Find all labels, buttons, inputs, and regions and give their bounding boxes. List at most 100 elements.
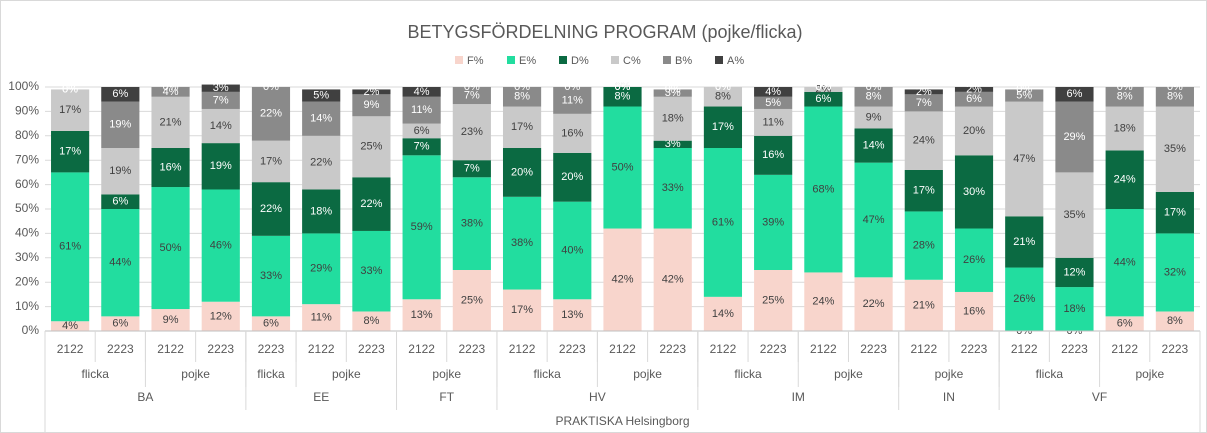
y-tick-label: 70%: [15, 152, 39, 166]
legend-label: D%: [571, 55, 589, 67]
bar-segment: [151, 148, 190, 188]
value-label: 11%: [311, 311, 332, 323]
value-label: 47%: [1013, 153, 1035, 165]
bar-segment: [101, 316, 140, 331]
program-label: EE: [313, 390, 329, 404]
bar-segment: [101, 101, 140, 148]
x-tick-label: 2223: [258, 342, 285, 356]
value-label: 42%: [662, 274, 684, 286]
bar-segment: [1055, 287, 1094, 331]
value-label: 12%: [1063, 266, 1085, 278]
bar-segment: [452, 160, 491, 178]
value-label: 17%: [1164, 207, 1186, 219]
x-tick-label: 2223: [961, 342, 988, 356]
bar-segment: [201, 108, 240, 144]
value-label: 19%: [210, 160, 232, 172]
value-label: 3%: [213, 82, 229, 94]
value-label: 30%: [963, 186, 985, 198]
bar-segment: [1105, 316, 1144, 331]
bar-segment: [51, 172, 90, 322]
value-label: 50%: [160, 242, 182, 254]
value-label: 24%: [1114, 174, 1136, 186]
value-label: 16%: [160, 161, 182, 173]
bar-segment: [201, 91, 240, 109]
value-label: 24%: [913, 135, 935, 147]
value-label: 61%: [59, 241, 81, 253]
bar-segment: [402, 138, 441, 156]
value-label: 6%: [1117, 318, 1133, 330]
bar-segment: [553, 201, 592, 300]
value-label: 17%: [511, 121, 533, 133]
x-tick-label: 2223: [1061, 342, 1088, 356]
value-label: 11%: [562, 94, 583, 106]
bar-segment: [854, 128, 893, 163]
bar-segment: [854, 162, 893, 278]
gender-label: pojke: [935, 367, 964, 381]
value-label: 6%: [263, 318, 279, 330]
gender-label: flicka: [82, 367, 110, 381]
x-tick-label: 2223: [559, 342, 586, 356]
bar-segment: [452, 270, 491, 331]
gender-label: flicka: [257, 367, 285, 381]
bar-segment: [352, 177, 391, 231]
bar-segment: [1155, 106, 1194, 192]
value-label: 40%: [561, 244, 583, 256]
bar-segment: [51, 321, 90, 331]
value-label: 4%: [765, 86, 781, 98]
bar-segment: [302, 304, 341, 331]
bar-segment: [402, 299, 441, 331]
value-label: 21%: [1013, 236, 1035, 248]
bar-segment: [653, 89, 692, 97]
value-label: 6%: [112, 88, 128, 100]
value-label: 17%: [712, 121, 734, 133]
value-label: 6%: [414, 125, 430, 137]
value-label: 7%: [213, 94, 229, 106]
value-label: 16%: [963, 305, 985, 317]
value-label: 6%: [1067, 88, 1083, 100]
value-label: 0%: [615, 81, 631, 93]
bar-segment: [1005, 216, 1044, 268]
x-tick-label: 2223: [358, 342, 385, 356]
value-label: 18%: [310, 205, 332, 217]
gender-label: pojke: [432, 367, 461, 381]
legend-label: B%: [675, 55, 692, 67]
legend-marker: [663, 56, 671, 64]
bar-segment: [1105, 209, 1144, 317]
value-label: 19%: [109, 119, 131, 131]
bar-segment: [754, 87, 793, 97]
value-label: 0%: [514, 81, 530, 93]
x-tick-label: 2223: [107, 342, 134, 356]
value-label: 32%: [1164, 266, 1186, 278]
value-label: 0%: [1167, 81, 1183, 93]
value-label: 33%: [360, 265, 382, 277]
x-tick-label: 2122: [308, 342, 335, 356]
value-label: 20%: [511, 166, 533, 178]
value-label: 50%: [611, 161, 633, 173]
bar-segment: [754, 270, 793, 331]
value-label: 8%: [1167, 315, 1183, 327]
value-label: 14%: [210, 120, 232, 132]
bar-segment: [703, 296, 743, 331]
value-label: 7%: [464, 89, 480, 101]
bar-segment: [804, 91, 843, 107]
gender-label: pojke: [633, 367, 662, 381]
bar-segment: [452, 177, 491, 270]
gender-label: flicka: [734, 367, 762, 381]
value-label: 17%: [511, 304, 533, 316]
bar-segment: [954, 155, 994, 229]
x-tick-label: 2122: [408, 342, 435, 356]
value-label: 7%: [464, 163, 480, 175]
legend-marker: [715, 56, 723, 64]
bar-segment: [904, 279, 943, 331]
x-tick-label: 2122: [509, 342, 536, 356]
bar-segment: [954, 87, 994, 92]
bar-segment: [101, 87, 140, 102]
value-label: 2%: [966, 83, 982, 95]
x-tick-label: 2122: [810, 342, 837, 356]
bar-segment: [754, 174, 793, 270]
value-label: 14%: [310, 113, 332, 125]
bar-segment: [804, 87, 843, 92]
chart-title: BETYGSFÖRDELNING PROGRAM (pojke/flicka): [407, 22, 802, 42]
bar-segment: [1005, 89, 1044, 102]
bar-segment: [201, 84, 240, 92]
